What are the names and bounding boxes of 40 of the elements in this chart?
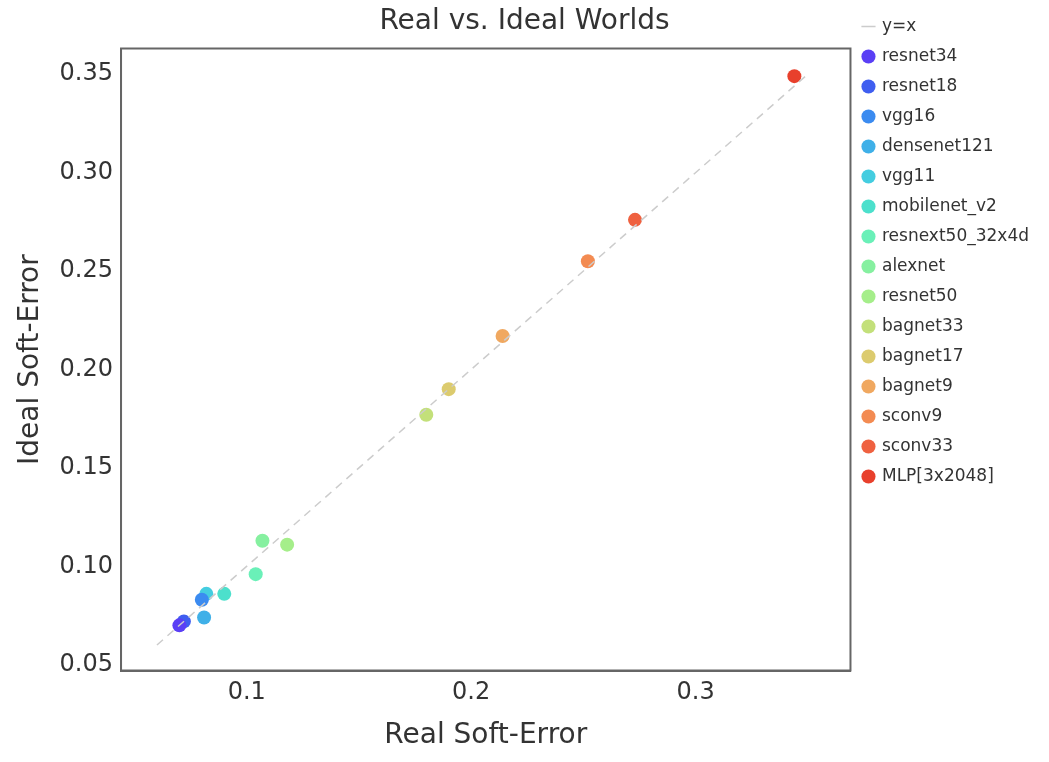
legend-label: resnext50_32x4d — [881, 224, 1030, 246]
legend-label: sconv33 — [881, 434, 954, 455]
x-tick-label: 0.1 — [227, 677, 266, 706]
legend-label: resnet50 — [881, 284, 958, 305]
y-tick-label: 0.25 — [59, 255, 114, 284]
point — [280, 537, 295, 552]
legend-label: vgg11 — [881, 164, 936, 185]
y-axis-title: Ideal Soft-Error — [12, 253, 46, 465]
legend-label: resnet18 — [881, 74, 958, 95]
legend-label: resnet34 — [881, 44, 958, 65]
x-tick-label: 0.3 — [676, 677, 715, 706]
point — [197, 610, 212, 625]
point — [580, 254, 595, 269]
y-tick-label: 0.10 — [59, 550, 114, 579]
legend-label: bagnet17 — [881, 344, 964, 365]
point — [217, 586, 232, 601]
legend-label: alexnet — [881, 254, 946, 275]
point — [628, 212, 643, 227]
y-tick-label: 0.05 — [59, 648, 114, 677]
x-tick-label: 0.2 — [452, 677, 491, 706]
chart-title: Real vs. Ideal Worlds — [379, 3, 670, 37]
x-axis-title: Real Soft-Error — [384, 717, 588, 751]
y-tick-label: 0.35 — [59, 58, 114, 87]
legend-label: bagnet9 — [881, 374, 953, 395]
point — [194, 592, 209, 607]
legend-label: sconv9 — [881, 404, 943, 425]
point — [495, 328, 510, 343]
legend-label: y=x — [881, 14, 917, 35]
legend-label: vgg16 — [881, 104, 936, 125]
point — [248, 567, 263, 582]
point — [441, 382, 456, 397]
y-tick-label: 0.30 — [59, 156, 114, 185]
y-tick-label: 0.20 — [59, 353, 114, 382]
legend-label: MLP[3x2048] — [881, 464, 994, 485]
legend-label: densenet121 — [881, 134, 994, 155]
point — [787, 69, 802, 84]
y-tick-label: 0.15 — [59, 452, 114, 481]
point — [255, 533, 270, 548]
legend-label: mobilenet_v2 — [881, 194, 997, 216]
legend-label: bagnet33 — [881, 314, 964, 335]
